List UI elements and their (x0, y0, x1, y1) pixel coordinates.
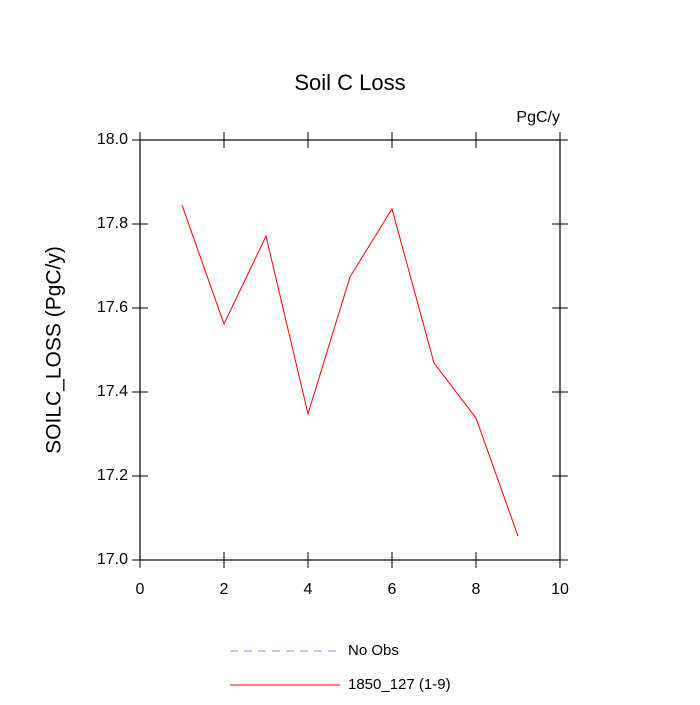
x-tick-label: 8 (472, 581, 481, 598)
y-tick-label: 17.4 (97, 383, 128, 400)
chart-title: Soil C Loss (294, 70, 405, 95)
y-tick-label: 17.2 (97, 467, 128, 484)
legend-label: No Obs (348, 642, 399, 659)
y-tick-label: 18.0 (97, 131, 128, 148)
x-tick-label: 4 (304, 581, 313, 598)
y-tick-label: 17.6 (97, 299, 128, 316)
x-tick-label: 10 (551, 581, 569, 598)
y-tick-label: 17.8 (97, 215, 128, 232)
y-axis-label: SOILC_LOSS (PgC/y) (43, 246, 66, 454)
x-tick-label: 2 (220, 581, 229, 598)
legend-label: 1850_127 (1-9) (348, 676, 451, 693)
plot-frame (139, 139, 561, 561)
units-label: PgC/y (516, 109, 560, 126)
data-line (181, 204, 519, 537)
x-tick-label: 6 (388, 581, 397, 598)
y-tick-label: 17.0 (97, 551, 128, 568)
x-tick-label: 0 (136, 581, 145, 598)
